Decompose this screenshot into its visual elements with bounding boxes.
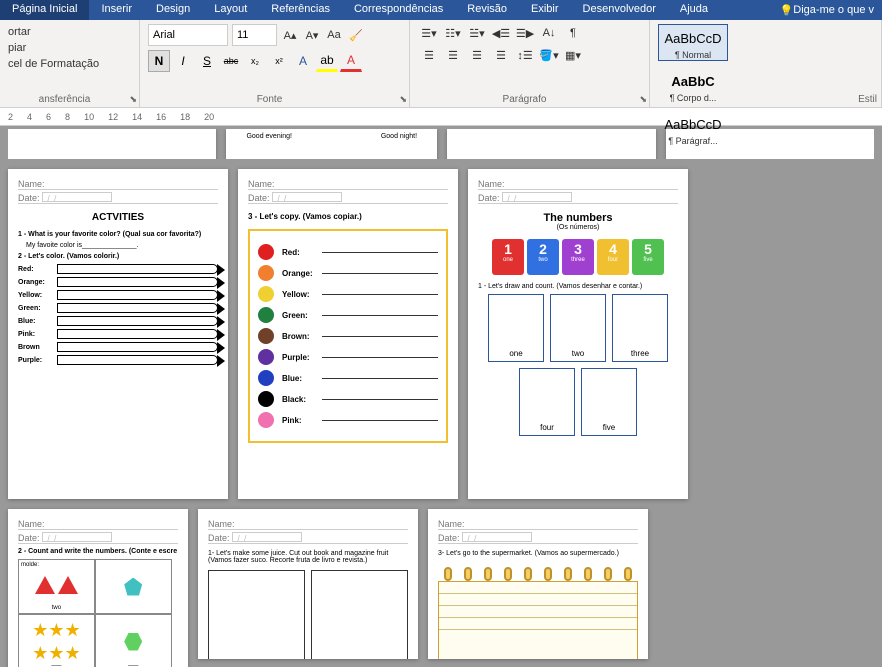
- clipboard-label: ansferência: [0, 94, 129, 105]
- paragraph-launcher[interactable]: ⬊: [639, 94, 647, 105]
- cut-button[interactable]: ortar: [8, 24, 131, 40]
- line-spacing-button[interactable]: ↕☰: [514, 46, 536, 64]
- align-right-button[interactable]: ☰: [466, 46, 488, 64]
- clear-formatting-button[interactable]: 🧹: [347, 26, 365, 44]
- copy-button[interactable]: piar: [8, 40, 131, 56]
- paragraph-group: ☰▾ ☷▾ ☱▾ ◀☰ ☰▶ A↓ ¶ ☰ ☰ ☰ ☰ ↕☰ 🪣▾ ▦▾ Par…: [410, 20, 650, 107]
- decrease-indent-button[interactable]: ◀☰: [490, 24, 512, 42]
- styles-label: Estil: [650, 94, 877, 105]
- ribbon: ortar piar cel de Formatação ansferência…: [0, 20, 882, 108]
- bullets-button[interactable]: ☰▾: [418, 24, 440, 42]
- subscript-button[interactable]: x₂: [244, 50, 266, 72]
- superscript-button[interactable]: x²: [268, 50, 290, 72]
- clipboard-group: ortar piar cel de Formatação ansferência…: [0, 20, 140, 107]
- increase-indent-button[interactable]: ☰▶: [514, 24, 536, 42]
- ruler[interactable]: 2468101214161820: [0, 108, 882, 126]
- sort-button[interactable]: A↓: [538, 24, 560, 42]
- tab-insert[interactable]: Inserir: [89, 0, 144, 20]
- highlight-button[interactable]: ab: [316, 50, 338, 72]
- shrink-font-button[interactable]: A▾: [303, 26, 321, 44]
- ribbon-tabs: Página Inicial Inserir Design Layout Ref…: [0, 0, 882, 20]
- page-3[interactable]: Name: Date: / / The numbers (Os números)…: [468, 169, 688, 499]
- tab-home[interactable]: Página Inicial: [0, 0, 89, 20]
- tab-developer[interactable]: Desenvolvedor: [571, 0, 668, 20]
- bold-button[interactable]: N: [148, 50, 170, 72]
- multilevel-button[interactable]: ☱▾: [466, 24, 488, 42]
- clipboard-launcher[interactable]: ⬊: [129, 94, 137, 105]
- tab-layout[interactable]: Layout: [202, 0, 259, 20]
- underline-button[interactable]: S: [196, 50, 218, 72]
- page-2[interactable]: Name: Date: / / 3 - Let's copy. (Vamos c…: [238, 169, 458, 499]
- font-launcher[interactable]: ⬊: [399, 94, 407, 105]
- text-effects-button[interactable]: A: [292, 50, 314, 72]
- page-1[interactable]: Name: Date: / / ACTVITIES 1 - What is yo…: [8, 169, 228, 499]
- format-painter-button[interactable]: cel de Formatação: [8, 56, 131, 72]
- numbering-button[interactable]: ☷▾: [442, 24, 464, 42]
- tab-help[interactable]: Ajuda: [668, 0, 720, 20]
- page-4[interactable]: Name: Date: / / 2 - Count and write the …: [8, 509, 188, 667]
- align-center-button[interactable]: ☰: [442, 46, 464, 64]
- strikethrough-button[interactable]: abc: [220, 50, 242, 72]
- font-group: A▴ A▾ Aa 🧹 N I S abc x₂ x² A ab A Fonte …: [140, 20, 410, 107]
- tell-me[interactable]: 💡 Diga-me o que v: [772, 0, 882, 20]
- font-label: Fonte: [140, 94, 399, 105]
- tab-view[interactable]: Exibir: [519, 0, 571, 20]
- tab-design[interactable]: Design: [144, 0, 202, 20]
- change-case-button[interactable]: Aa: [325, 26, 343, 44]
- tab-references[interactable]: Referências: [259, 0, 342, 20]
- style-paragraph[interactable]: AaBbCcD ¶ Parágraf...: [658, 110, 728, 147]
- font-name-input[interactable]: [148, 24, 228, 46]
- font-color-button[interactable]: A: [340, 50, 362, 72]
- tab-mailings[interactable]: Correspondências: [342, 0, 455, 20]
- document-area[interactable]: Good evening!Good night! Name: Date: / /…: [0, 126, 882, 667]
- style-normal[interactable]: AaBbCcD ¶ Normal: [658, 24, 728, 61]
- grow-font-button[interactable]: A▴: [281, 26, 299, 44]
- page-5[interactable]: Name: Date: / / 1- Let's make some juice…: [198, 509, 418, 659]
- show-marks-button[interactable]: ¶: [562, 24, 584, 42]
- page-6[interactable]: Name: Date: / / 3- Let's go to the super…: [428, 509, 648, 659]
- styles-group: AaBbCcD ¶ Normal AaBbC ¶ Corpo d... AaBb…: [650, 20, 882, 107]
- shading-button[interactable]: 🪣▾: [538, 46, 560, 64]
- borders-button[interactable]: ▦▾: [562, 46, 584, 64]
- justify-button[interactable]: ☰: [490, 46, 512, 64]
- align-left-button[interactable]: ☰: [418, 46, 440, 64]
- font-size-input[interactable]: [232, 24, 277, 46]
- italic-button[interactable]: I: [172, 50, 194, 72]
- paragraph-label: Parágrafo: [410, 94, 639, 105]
- tab-review[interactable]: Revisão: [455, 0, 519, 20]
